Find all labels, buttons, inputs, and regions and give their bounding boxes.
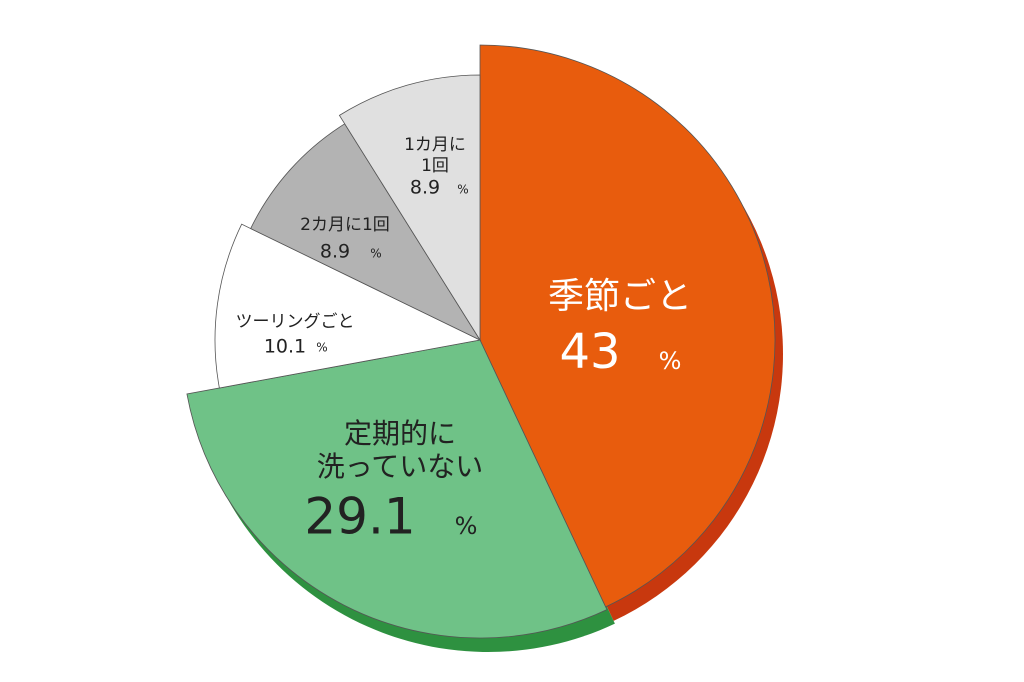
slice-label: ツーリングごと (236, 312, 355, 332)
unit-label: % (370, 247, 381, 261)
value-label: 43 (559, 324, 620, 380)
unit-label: % (455, 512, 478, 540)
slice (186, 339, 608, 639)
slice-label: 1カ月に (404, 135, 466, 155)
slice (214, 223, 482, 389)
value-label: 8.9 (410, 177, 440, 199)
slice-label: 季節ごと (548, 276, 692, 317)
slice-label: 2カ月に1回 (300, 215, 390, 235)
slice-label: 定期的に (344, 417, 456, 450)
slice-label: 洗っていない (317, 450, 484, 483)
unit-label: % (316, 341, 327, 355)
slice-label: 1回 (421, 156, 449, 176)
value-label: 29.1 (304, 488, 415, 546)
slice (338, 74, 481, 342)
unit-label: % (659, 347, 682, 375)
value-label: 8.9 (320, 241, 350, 263)
value-label: 10.1 (264, 336, 306, 358)
unit-label: % (457, 183, 468, 197)
slice (479, 44, 776, 608)
slice (250, 123, 482, 341)
